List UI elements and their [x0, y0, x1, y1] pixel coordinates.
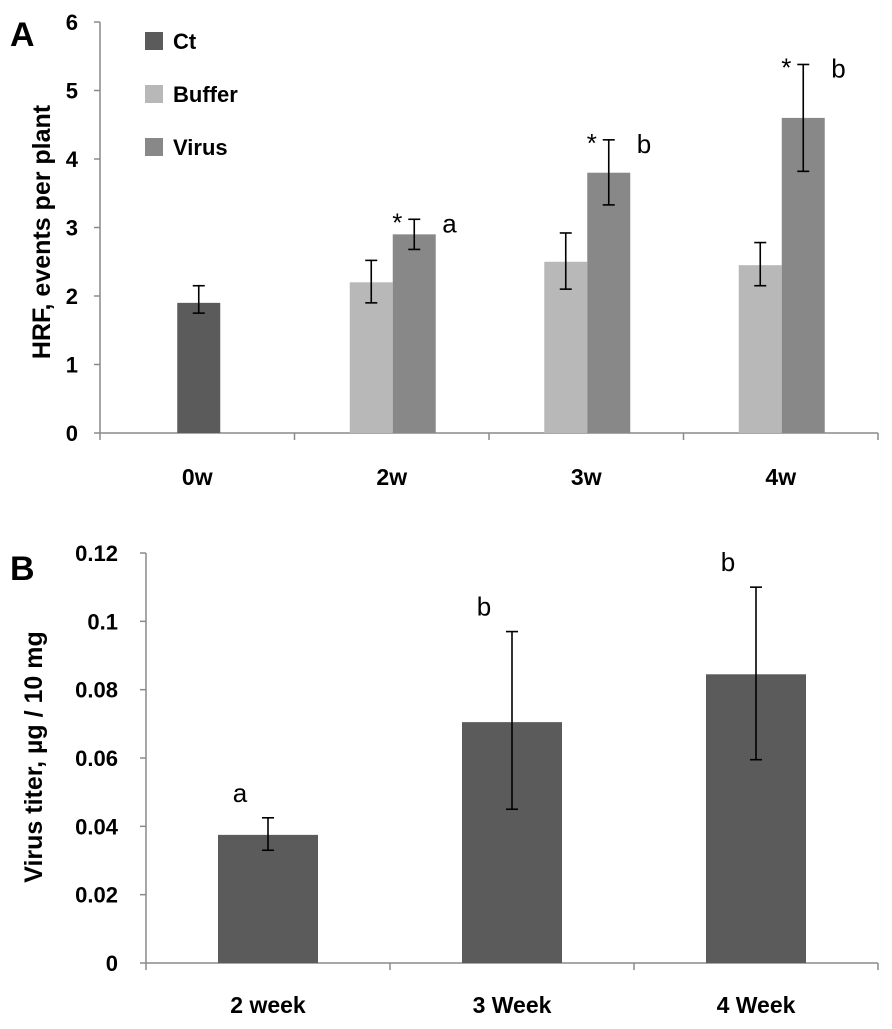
panel-b-y-tick-label: 0.06 — [75, 746, 118, 771]
panel-b-y-axis-label: Virus titer, µg / 10 mg — [20, 631, 48, 883]
legend-swatch-buffer — [145, 85, 163, 103]
panel-a-group-letter: b — [637, 129, 651, 159]
panel-b-y-tick-label: 0 — [106, 951, 118, 976]
panel-a-bar-virus — [587, 172, 631, 433]
panel-a-y-tick-label: 6 — [66, 10, 78, 35]
panel-a-y-tick-label: 1 — [66, 353, 78, 378]
panel-a-bar-ct — [177, 302, 221, 433]
panel-b-bars: a b b — [218, 547, 806, 963]
panel-b-letter: B — [10, 550, 35, 588]
panel-a-group-letter: b — [831, 53, 845, 83]
panel-a-y-tick-label: 3 — [66, 216, 78, 241]
panel-a-category-label: 4w — [765, 464, 796, 490]
panel-b-category-label: 4 Week — [717, 992, 796, 1018]
panel-b-axes: 0 0.02 0.04 0.06 0.08 0.1 0.12 2 week 3 Week 4 We… — [75, 541, 879, 1018]
panel-a-y-axis-label: HRF, events per plant — [28, 104, 56, 359]
panel-a-category-label: 2w — [376, 464, 407, 490]
panel-a-category-label: 3w — [571, 464, 602, 490]
legend-label-ct: Ct — [173, 29, 197, 54]
legend-swatch-ct — [145, 32, 163, 50]
panel-a-bar-virus — [392, 234, 436, 433]
panel-a-significance-star: * — [587, 128, 597, 158]
panel-a-group-letter: a — [442, 208, 457, 238]
panel-b-group-letter: a — [233, 778, 248, 808]
panel-b-category-label: 3 Week — [473, 992, 552, 1018]
panel-a-category-label: 0w — [182, 464, 213, 490]
panel-a-letter: A — [10, 16, 35, 54]
panel-b-category-label: 2 week — [230, 992, 306, 1018]
panel-a-y-tick-label: 0 — [66, 421, 78, 446]
panel-a-bar-buffer — [349, 282, 393, 433]
panel-a-y-tick-label: 5 — [66, 79, 78, 104]
panel-a-axes: 0 1 2 3 4 5 6 0w 2w 3w 4w — [66, 10, 879, 490]
panel-a-significance-star: * — [781, 52, 791, 82]
panel-b-group-letter: b — [477, 592, 491, 622]
legend-label-virus: Virus — [173, 135, 228, 160]
panel-a-bar-buffer — [738, 265, 782, 433]
panel-b-y-tick-label: 0.12 — [75, 541, 118, 566]
panel-a-bars: * a * b * b — [177, 52, 846, 434]
panel-b-y-tick-label: 0.1 — [87, 609, 118, 634]
panel-b: B Virus titer, µg / 10 mg 00.020.040.060… — [10, 541, 879, 1018]
panel-a-bar-buffer — [544, 261, 588, 433]
panel-a-legend: Ct Buffer Virus — [145, 29, 238, 160]
panel-b-y-tick-label: 0.02 — [75, 883, 118, 908]
panel-a-significance-star: * — [392, 207, 402, 237]
panel-b-bar — [218, 834, 318, 963]
panel-b-group-letter: b — [721, 547, 735, 577]
panel-b-y-tick-label: 0.04 — [75, 814, 119, 839]
panel-a-y-tick-label: 4 — [66, 147, 79, 172]
legend-swatch-virus — [145, 138, 163, 156]
legend-label-buffer: Buffer — [173, 82, 238, 107]
panel-b-y-tick-label: 0.08 — [75, 678, 118, 703]
panel-a-y-tick-label: 2 — [66, 284, 78, 309]
